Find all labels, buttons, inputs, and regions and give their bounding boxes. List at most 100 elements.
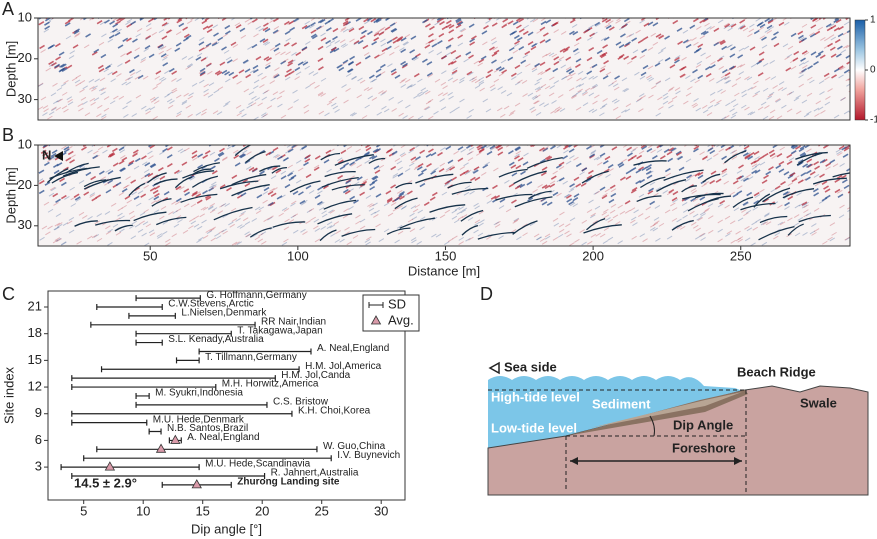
reflection [480, 145, 487, 150]
reflection [457, 21, 464, 26]
reflection [446, 166, 452, 171]
reflection [742, 201, 749, 206]
reflection [431, 43, 438, 48]
reflection [636, 154, 643, 160]
reflection [498, 72, 505, 77]
reflection [792, 145, 798, 150]
reflection [514, 102, 521, 107]
reflection [356, 176, 363, 181]
legend-label: Avg. [388, 312, 414, 327]
reflection [383, 108, 390, 113]
reflection [656, 148, 663, 153]
reflection [48, 192, 55, 197]
reflection [736, 190, 743, 195]
reflection [603, 227, 610, 231]
reflection [273, 18, 279, 23]
reflection [630, 219, 636, 224]
reflection [603, 59, 609, 65]
reflection [798, 147, 805, 153]
y-tick-label: 15 [28, 352, 42, 367]
interpreted-reflector [663, 169, 704, 181]
reflection [631, 55, 637, 60]
reflection [352, 234, 359, 239]
reflection [260, 231, 267, 236]
reflection [280, 60, 287, 65]
reflection [50, 92, 57, 97]
reflection [210, 185, 217, 190]
reflection [540, 71, 546, 75]
reflection [283, 238, 289, 243]
diagram-label: Foreshore [672, 440, 736, 455]
reflection [803, 113, 810, 118]
radar-background [38, 145, 850, 246]
y-axis-label: Depth [m] [3, 41, 18, 97]
reflection [749, 23, 755, 28]
reflection [249, 69, 256, 74]
reflection [375, 18, 382, 24]
reflection [709, 149, 716, 155]
reflection [340, 26, 347, 31]
reflection [532, 42, 539, 47]
reflection [692, 104, 699, 109]
reflection [797, 30, 804, 35]
reflection [829, 222, 836, 227]
reflection [358, 184, 365, 189]
reflection [407, 190, 413, 195]
reflection [807, 65, 813, 70]
reflection [355, 18, 362, 22]
reflection [759, 35, 766, 40]
reflection [762, 115, 769, 120]
reflection [701, 155, 708, 161]
site-label: C.S. Bristow [273, 396, 329, 407]
reflection [320, 37, 327, 42]
reflection [798, 74, 804, 79]
reflection [515, 164, 522, 170]
reflection [699, 151, 705, 156]
reflection [675, 90, 681, 95]
reflection [798, 69, 805, 74]
reflection [61, 91, 68, 96]
reflection [493, 68, 500, 73]
reflection [838, 145, 845, 150]
reflection [299, 146, 306, 151]
diagram-label: Swale [800, 395, 837, 410]
reflection [270, 18, 275, 21]
reflection [359, 79, 366, 84]
reflection [310, 18, 317, 21]
reflection [608, 198, 615, 204]
reflection [436, 39, 443, 45]
radar-texture [38, 145, 850, 246]
reflection [378, 90, 384, 94]
reflection [454, 106, 460, 111]
reflection [60, 82, 67, 87]
reflection [668, 147, 675, 152]
reflection [225, 78, 231, 83]
reflection [735, 230, 741, 235]
reflection [564, 46, 570, 51]
reflection [287, 59, 294, 64]
reflection [746, 155, 752, 159]
reflection [604, 23, 610, 28]
reflection [744, 106, 750, 111]
reflection [535, 111, 542, 116]
reflection [625, 175, 632, 180]
reflection [545, 38, 551, 44]
reflection [379, 26, 386, 31]
interpreted-reflector [782, 188, 815, 199]
reflection [240, 153, 247, 158]
reflection [317, 92, 324, 97]
error-bar [135, 295, 201, 302]
reflection [121, 156, 128, 162]
reflection [117, 212, 123, 217]
reflection [470, 176, 476, 182]
reflection [60, 181, 67, 187]
reflection [640, 95, 646, 100]
reflection [362, 44, 369, 50]
reflection [56, 223, 63, 228]
reflection [752, 226, 758, 231]
reflection [770, 188, 777, 193]
reflection [490, 195, 497, 200]
reflection [657, 34, 664, 39]
reflection [333, 47, 340, 53]
reflection [743, 177, 749, 182]
